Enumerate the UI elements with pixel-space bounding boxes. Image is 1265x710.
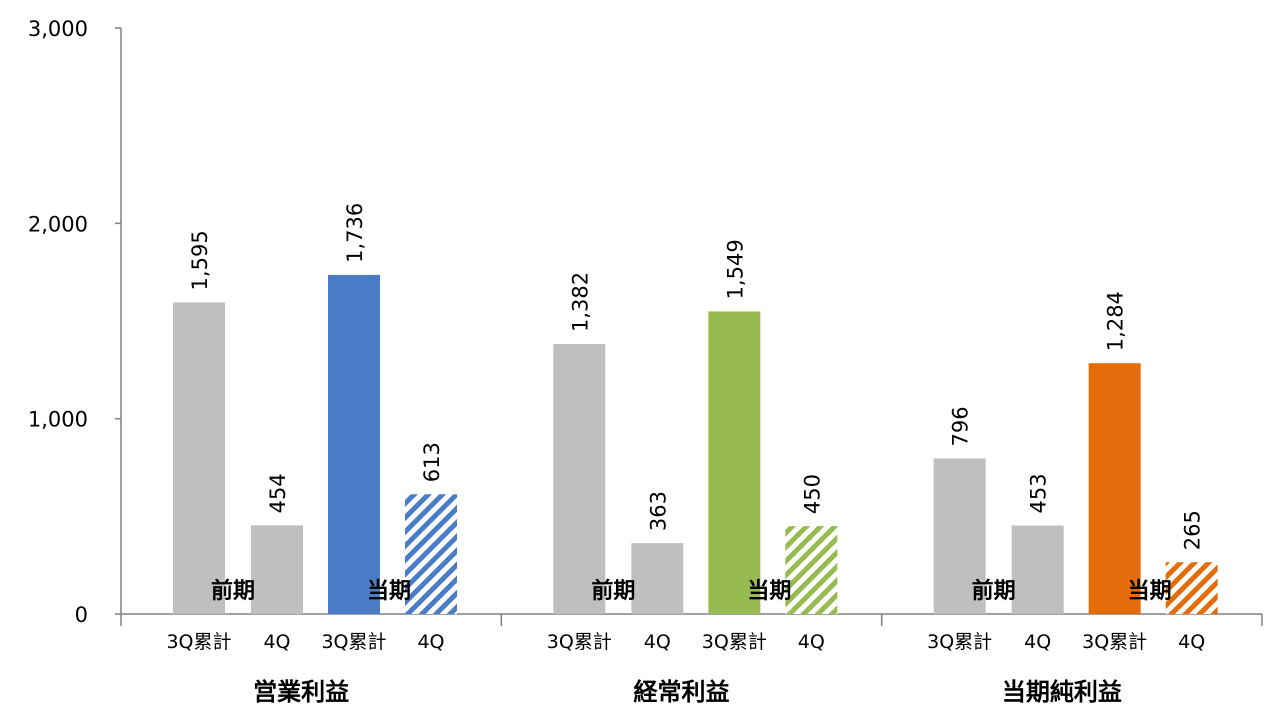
- axes: 0 1,000 2,000 3,000: [28, 17, 1263, 627]
- data-label: 1,736: [343, 203, 367, 263]
- bar: [631, 543, 684, 614]
- y-tick-label: 2,000: [28, 212, 88, 236]
- y-tick-label: 1,000: [28, 408, 88, 432]
- x-sub-label: 3Q累計: [1082, 631, 1147, 653]
- bar: [553, 344, 606, 614]
- data-label: 450: [800, 474, 824, 514]
- x-sub-label: 4Q: [644, 631, 671, 653]
- data-label: 796: [949, 406, 973, 446]
- data-label: 613: [420, 442, 444, 482]
- bar: [785, 526, 838, 614]
- x-sub-label: 3Q累計: [702, 631, 767, 653]
- x-sub-label: 4Q: [798, 631, 825, 653]
- x-sub-label: 3Q累計: [321, 631, 386, 653]
- x-sub-label: 4Q: [1024, 631, 1051, 653]
- period-label-curr: 当期: [1128, 579, 1172, 604]
- x-sub-label: 4Q: [417, 631, 444, 653]
- x-group-label: 当期純利益: [1002, 678, 1122, 706]
- bar: [708, 311, 761, 614]
- data-label: 1,549: [723, 239, 747, 299]
- data-label: 453: [1027, 473, 1051, 513]
- period-label-prev: 前期: [972, 578, 1016, 604]
- period-label-curr: 当期: [367, 579, 411, 604]
- data-label: 363: [646, 491, 670, 531]
- period-label-curr: 当期: [747, 579, 791, 604]
- x-group-label: 経常利益: [634, 678, 730, 706]
- bar: [1011, 525, 1064, 614]
- bars: [173, 274, 1218, 614]
- data-label: 1,595: [188, 230, 212, 290]
- data-label: 265: [1181, 510, 1205, 550]
- bar: [173, 302, 225, 614]
- data-label: 1,382: [568, 272, 592, 332]
- bar: [1088, 363, 1141, 614]
- bar: [1165, 562, 1218, 614]
- x-sub-label: 4Q: [263, 631, 290, 653]
- x-group-label: 営業利益: [253, 678, 349, 706]
- x-sub-label: 3Q累計: [927, 631, 992, 653]
- x-sub-label: 4Q: [1178, 631, 1205, 653]
- x-sub-label: 3Q累計: [166, 631, 231, 653]
- data-label: 1,284: [1104, 291, 1128, 351]
- bar: [328, 274, 380, 614]
- x-sub-label: 3Q累計: [547, 631, 612, 653]
- period-label-prev: 前期: [211, 578, 255, 604]
- bar: [933, 458, 986, 614]
- data-label: 454: [266, 473, 290, 513]
- y-tick-label: 0: [75, 603, 88, 627]
- bar: [405, 494, 457, 614]
- bar: [251, 525, 303, 614]
- y-tick-label: 3,000: [28, 17, 88, 41]
- period-label-prev: 前期: [591, 578, 635, 604]
